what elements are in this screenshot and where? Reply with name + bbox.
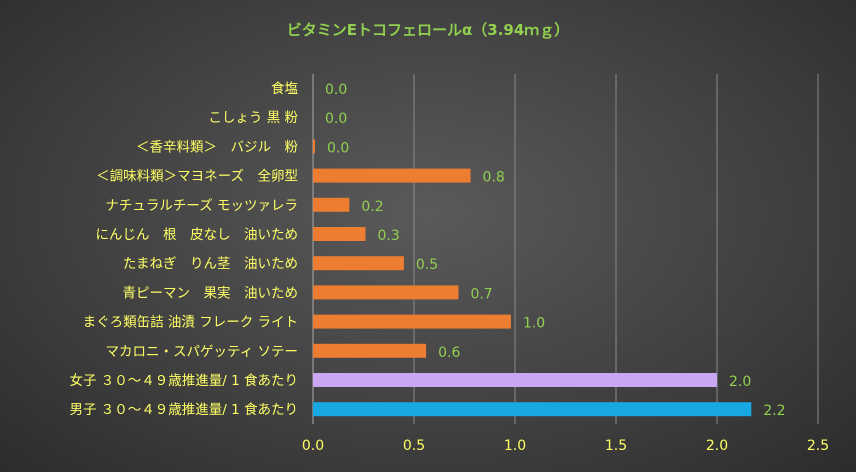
gridlines	[312, 74, 819, 424]
data-label: 2.0	[729, 374, 751, 390]
category-label: 青ピーマン 果実 油いため	[123, 285, 299, 301]
category-label: ＜調味料類＞マヨネーズ 全卵型	[96, 168, 298, 185]
data-label: 0.7	[470, 286, 492, 302]
data-label: 0.5	[416, 257, 438, 273]
bar	[313, 168, 471, 183]
bar	[313, 373, 717, 387]
data-labels: 0.0 0.0 0.0 0.8 0.2 0.3 0.5 0.7 1.0 0.6 2.0 2.2	[325, 82, 786, 419]
data-label: 0.0	[325, 82, 347, 98]
bar	[313, 139, 316, 154]
data-label: 2.2	[763, 403, 785, 419]
x-tick-label: 2.0	[706, 438, 728, 454]
bars	[313, 139, 752, 417]
bar	[313, 314, 511, 329]
data-label: 0.6	[438, 345, 460, 361]
data-label: 0.3	[378, 228, 400, 244]
data-label: 0.0	[327, 140, 349, 156]
category-label: たまねぎ りん茎 油いため	[123, 256, 298, 272]
bar	[313, 227, 366, 241]
category-label: 男子 ３０～４９歳推進量/ 1 食あたり	[69, 401, 298, 418]
category-label: 食塩	[271, 80, 298, 97]
x-tick-label: 0.0	[302, 438, 324, 454]
category-label: ＜香辛料類＞ バジル 粉	[136, 139, 298, 155]
x-tick-label: 1.5	[605, 438, 627, 454]
bar	[313, 256, 404, 271]
bar	[313, 285, 459, 300]
data-label: 1.0	[523, 316, 545, 332]
data-label: 0.2	[361, 199, 383, 215]
bar	[313, 343, 427, 358]
category-label: マカロニ・スパゲッティ ソテー	[106, 344, 298, 360]
x-tick-label: 1.0	[504, 438, 526, 454]
category-label: 女子 ３０～４９歳推進量/ 1 食あたり	[69, 372, 298, 389]
category-label: こしょう 黒 粉	[208, 110, 298, 126]
chart-title: ビタミンEトコフェロールα（3.94ｍｇ）	[287, 21, 570, 40]
data-label: 0.8	[483, 170, 505, 186]
data-label: 0.0	[325, 111, 347, 127]
category-label: まぐろ類缶詰 油漬 フレーク ライト	[83, 315, 298, 331]
bar	[313, 197, 350, 212]
x-tick-label: 0.5	[403, 438, 425, 454]
category-label: にんじん 根 皮なし 油いため	[96, 227, 299, 243]
x-tick-label: 2.5	[807, 438, 829, 454]
x-axis-ticks: 0.0 0.5 1.0 1.5 2.0 2.5	[302, 438, 829, 454]
category-label: ナチュラルチーズ モッツァレラ	[105, 198, 298, 214]
bar	[313, 402, 752, 417]
